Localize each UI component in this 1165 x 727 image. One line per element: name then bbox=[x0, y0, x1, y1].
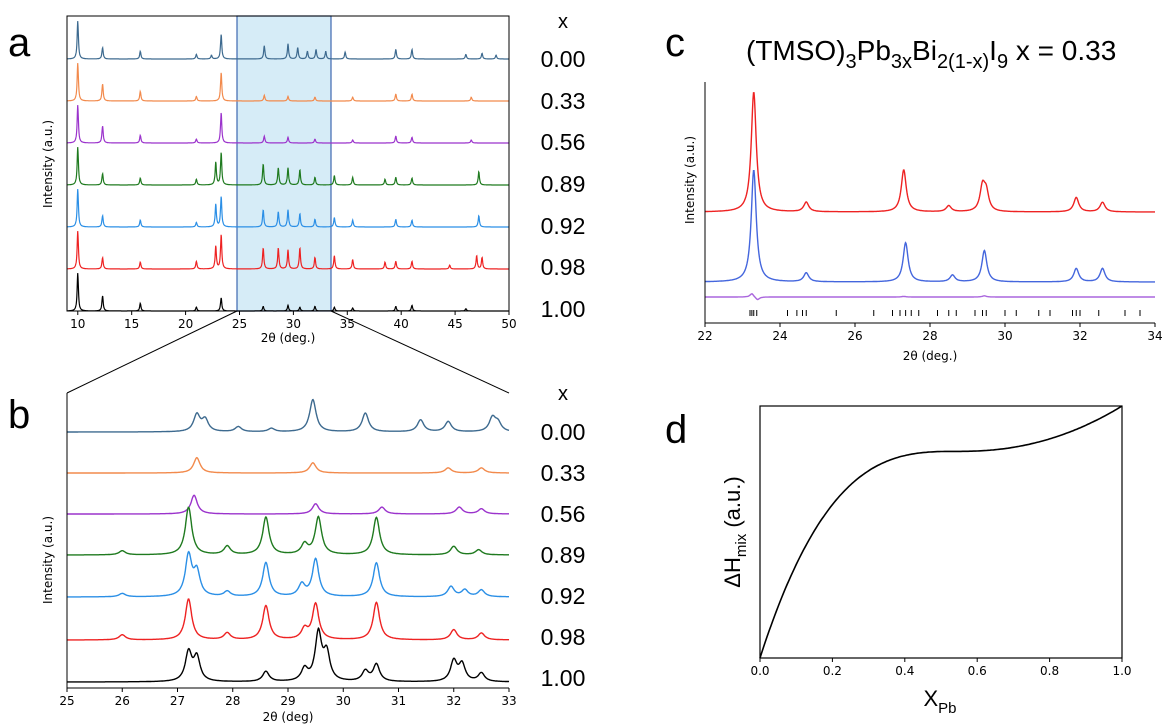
panel-b-x-tick-label: 25 bbox=[59, 694, 74, 708]
panel-c-x-ticks: 22 24 26 28 30 32 34 bbox=[697, 323, 1163, 343]
panel-d-x-tick-label: 1.0 bbox=[1112, 664, 1131, 678]
panel-b-y-axis-label: Intensity (a.u.) bbox=[41, 516, 55, 604]
zoom-connector-left bbox=[66, 310, 238, 394]
panel-b-composition-1.00: 1.00 bbox=[541, 665, 586, 691]
panel-a-x-tick-label: 15 bbox=[124, 317, 139, 331]
panel-b-composition-0.98: 0.98 bbox=[541, 624, 586, 650]
panel-b-trace-0.00 bbox=[67, 398, 510, 433]
panel-d-y-axis-label: ΔHmix (a.u.) bbox=[720, 476, 750, 587]
panel-b-trace-1.00 bbox=[67, 627, 510, 683]
panel-c: c (TMSO)3Pb3xBi2(1-x)I9 x = 0.33 22 24 26 2… bbox=[665, 21, 1163, 363]
panel-b-letter: b bbox=[8, 393, 30, 437]
panel-a-composition-1.00: 1.00 bbox=[541, 296, 586, 322]
panel-c-x-tick-label: 28 bbox=[922, 329, 937, 343]
panel-a-x-tick-label: 50 bbox=[501, 317, 516, 331]
panel-b-x-header: x bbox=[558, 383, 568, 405]
panel-a-trace-0.89 bbox=[67, 147, 509, 186]
panel-c-x-tick-label: 34 bbox=[1147, 329, 1162, 343]
panel-a-composition-0.89: 0.89 bbox=[541, 171, 586, 197]
panel-a-y-axis-label: Intensity (a.u.) bbox=[41, 120, 55, 208]
panel-a-trace-0.00 bbox=[67, 21, 509, 60]
panel-b-x-tick-label: 32 bbox=[446, 694, 461, 708]
panel-b: b 25 26 27 28 29 30 31 32 33 2θ (deg) Intensity … bbox=[8, 383, 585, 724]
panel-b-x-tick-label: 33 bbox=[501, 694, 516, 708]
panel-d-x-tick-label: 0.4 bbox=[895, 664, 914, 678]
panel-c-x-tick-label: 32 bbox=[1072, 329, 1087, 343]
panel-a-plot-frame bbox=[66, 15, 510, 312]
panel-c-x-tick-label: 30 bbox=[997, 329, 1012, 343]
panel-c-title: (TMSO)3Pb3xBi2(1-x)I9 x = 0.33 bbox=[746, 35, 1116, 73]
panel-b-trace-0.33 bbox=[67, 456, 509, 474]
panel-a-trace-0.92 bbox=[67, 189, 509, 228]
panel-a-trace-0.33 bbox=[67, 63, 509, 102]
panel-d-x-tick-label: 0.6 bbox=[968, 664, 987, 678]
panel-d-plot-frame bbox=[759, 405, 1123, 659]
panel-c-trace-1 bbox=[705, 92, 1155, 213]
panel-b-trace-0.98 bbox=[67, 598, 510, 641]
panel-b-trace-0.89 bbox=[67, 506, 509, 556]
panel-a-composition-labels: 0.00 0.33 0.56 0.89 0.92 0.98 1.00 bbox=[541, 46, 586, 322]
panel-b-trace-0.56 bbox=[67, 494, 509, 515]
panel-a-x-tick-label: 30 bbox=[286, 317, 301, 331]
panel-c-traces bbox=[704, 92, 1155, 316]
panel-d-x-axis-label: XPb bbox=[923, 686, 956, 717]
panel-a-x-tick-label: 20 bbox=[178, 317, 193, 331]
panel-a-x-tick-label: 40 bbox=[394, 317, 409, 331]
panel-b-composition-labels: 0.00 0.33 0.56 0.89 0.92 0.98 1.00 bbox=[541, 419, 586, 691]
panel-a-composition-0.33: 0.33 bbox=[541, 88, 586, 114]
panel-c-letter: c bbox=[665, 21, 685, 65]
panel-c-x-tick-label: 26 bbox=[847, 329, 862, 343]
panel-a-x-tick-label: 10 bbox=[70, 317, 85, 331]
panel-c-difference-trace bbox=[705, 293, 1155, 301]
panel-b-x-tick-label: 27 bbox=[170, 694, 185, 708]
panel-b-composition-0.92: 0.92 bbox=[541, 583, 586, 609]
panel-a-composition-0.56: 0.56 bbox=[541, 129, 586, 155]
panel-a-composition-0.92: 0.92 bbox=[541, 213, 586, 239]
panel-c-x-tick-label: 24 bbox=[772, 329, 787, 343]
panel-a-x-tick-label: 35 bbox=[340, 317, 355, 331]
panel-c-x-tick-label: 22 bbox=[697, 329, 712, 343]
panel-a-trace-0.56 bbox=[67, 105, 509, 144]
panel-a-x-ticks: 10 15 20 25 30 35 40 45 50 bbox=[70, 311, 517, 331]
panel-a-composition-0.98: 0.98 bbox=[541, 254, 586, 280]
panel-c-y-axis-label: Intensity (a.u.) bbox=[683, 136, 697, 224]
panel-a-composition-0.00: 0.00 bbox=[541, 46, 586, 72]
zoom-connector-right bbox=[330, 310, 510, 394]
panel-d-letter: d bbox=[665, 408, 687, 452]
panel-b-trace-0.92 bbox=[67, 550, 509, 598]
panel-b-composition-0.56: 0.56 bbox=[541, 501, 586, 527]
panel-b-x-axis-label: 2θ (deg) bbox=[263, 710, 314, 724]
panel-c-x-axis-label: 2θ (deg.) bbox=[903, 349, 958, 363]
panel-b-traces bbox=[67, 398, 510, 683]
panel-b-x-tick-label: 26 bbox=[115, 694, 130, 708]
panel-d: d 0.0 0.2 0.4 0.6 0.8 1.0 XPb ΔHmix (a.u.) bbox=[665, 405, 1132, 717]
panel-d-x-tick-label: 0.0 bbox=[750, 664, 769, 678]
panel-b-x-tick-label: 31 bbox=[391, 694, 406, 708]
panel-d-enthalpy-curve bbox=[759, 405, 1123, 659]
panel-b-composition-0.33: 0.33 bbox=[541, 460, 586, 486]
panel-a-x-header: x bbox=[558, 11, 568, 33]
panel-b-composition-0.89: 0.89 bbox=[541, 542, 586, 568]
panel-b-x-tick-label: 29 bbox=[280, 694, 295, 708]
panel-d-x-tick-label: 0.8 bbox=[1040, 664, 1059, 678]
panel-b-x-ticks: 25 26 27 28 29 30 31 32 33 bbox=[59, 688, 517, 708]
panel-d-x-ticks: 0.0 0.2 0.4 0.6 0.8 1.0 bbox=[750, 658, 1132, 678]
panel-b-x-tick-label: 30 bbox=[336, 694, 351, 708]
panel-a-x-tick-label: 25 bbox=[232, 317, 247, 331]
panel-a-letter: a bbox=[8, 21, 31, 65]
panel-a-trace-0.98 bbox=[67, 231, 509, 270]
panel-a: a 10 15 20 25 30 35 40 45 50 2θ (deg.) Intensity… bbox=[8, 11, 585, 345]
panel-a-x-axis-label: 2θ (deg.) bbox=[261, 331, 316, 345]
panel-c-trace-2 bbox=[704, 170, 1155, 283]
panel-d-x-tick-label: 0.2 bbox=[823, 664, 842, 678]
panel-a-x-tick-label: 45 bbox=[447, 317, 462, 331]
panel-b-x-tick-label: 28 bbox=[225, 694, 240, 708]
panel-b-composition-0.00: 0.00 bbox=[541, 419, 586, 445]
